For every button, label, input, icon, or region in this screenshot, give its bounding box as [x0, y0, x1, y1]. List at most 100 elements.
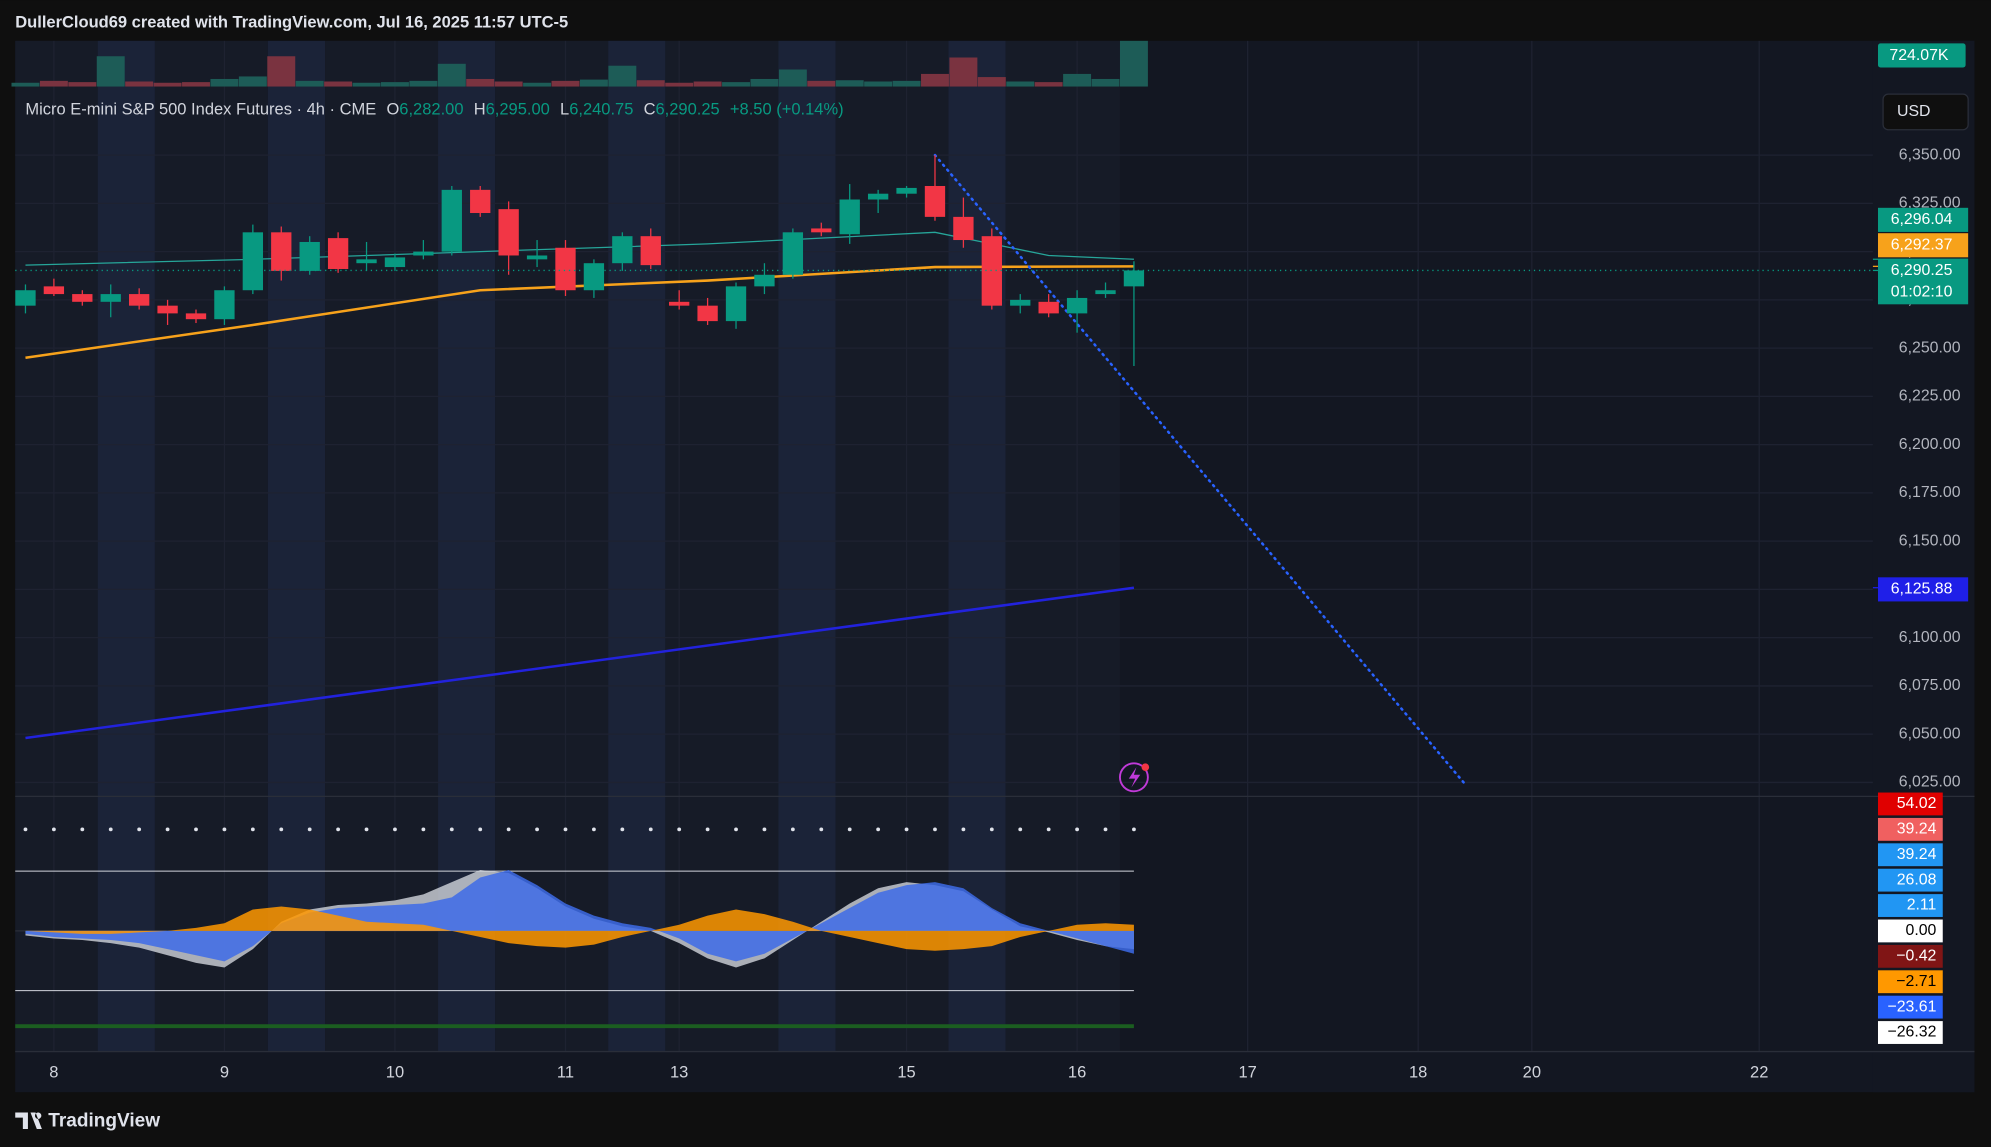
candle-body	[811, 228, 832, 233]
candle-body	[839, 199, 860, 235]
volume-bar	[96, 56, 125, 87]
session-band	[1005, 40, 1120, 1052]
y-tick-label: 6,100.00	[1899, 629, 1961, 646]
oscillator-label-box	[1877, 944, 1943, 968]
plot	[11, 40, 1873, 1052]
volume-bar	[380, 82, 409, 87]
candle-body	[1038, 301, 1059, 314]
price-label-text: 6,125.88	[1891, 581, 1953, 598]
volume-bar	[39, 80, 68, 87]
candle-body	[327, 238, 349, 269]
oscillator-label: 0.00	[1877, 919, 1943, 943]
signal-dot	[1075, 827, 1079, 832]
signal-dot	[393, 827, 397, 832]
signal-dot	[307, 827, 312, 832]
candle-body	[413, 251, 434, 256]
volume-bar	[1119, 40, 1148, 87]
oscillator-label: 26.08	[1877, 868, 1943, 892]
oscillator-label-text: −26.32	[1887, 1024, 1936, 1041]
signal-dot	[250, 827, 255, 832]
volume-bar	[125, 81, 154, 87]
volume-bar	[921, 73, 949, 87]
price-label: 6,292.37	[1872, 233, 1969, 267]
alert-icon[interactable]	[1118, 762, 1150, 793]
volume-bar	[551, 80, 580, 87]
candle-body	[15, 290, 36, 306]
volume-bar	[1091, 78, 1120, 87]
price-label-text: 6,296.04	[1891, 211, 1953, 228]
candle-body	[640, 236, 661, 266]
oscillator-label-box	[1877, 1021, 1943, 1044]
session-band	[154, 40, 268, 1052]
session-band	[608, 40, 666, 1052]
volume-bar	[608, 65, 637, 87]
oscillator-label: −2.71	[1877, 970, 1943, 994]
volume-label-text: 724.07K	[1889, 47, 1949, 64]
signal-dot	[51, 827, 56, 832]
session-band	[948, 40, 1006, 1052]
candle-body	[612, 236, 633, 264]
oscillator-label-text: 54.02	[1897, 795, 1937, 812]
oscillator-label-text: 0.00	[1906, 922, 1937, 939]
candle-body	[526, 255, 548, 260]
signal-dot	[620, 827, 625, 832]
price-label-box	[1877, 233, 1969, 258]
oscillator-label-box	[1877, 843, 1943, 867]
h-key: H	[474, 101, 486, 119]
oscillator-label: 54.02	[1877, 792, 1943, 816]
signal-dot	[1046, 827, 1051, 832]
candle-body	[1010, 299, 1031, 306]
x-tick-label: 8	[49, 1064, 58, 1082]
price-label-text: 6,290.25	[1891, 262, 1953, 279]
y-tick-label: 6,350.00	[1899, 146, 1961, 163]
signal-dot	[165, 827, 170, 832]
currency-label[interactable]: USD	[1897, 103, 1930, 120]
signal-dot	[819, 827, 824, 832]
candle-body	[1066, 297, 1088, 314]
signal-dot	[1018, 827, 1023, 832]
volume-bar	[68, 82, 97, 87]
candle-body	[583, 263, 605, 291]
oscillator-area	[25, 869, 1134, 962]
alert-circle[interactable]	[1118, 762, 1149, 793]
currency-button[interactable]: USD	[1882, 93, 1969, 131]
price-label-box	[1877, 577, 1969, 602]
candle-body	[271, 232, 292, 271]
alert-bolt	[1128, 767, 1141, 788]
oscillator-label-text: −23.61	[1887, 998, 1936, 1015]
candle-body	[157, 305, 178, 314]
oscillator-label-box	[1877, 817, 1943, 841]
symbol: Micro E-mini S&P 500 Index Futures · 4h …	[25, 101, 376, 119]
brand[interactable]: TradingView	[15, 1110, 160, 1131]
volume-bar	[210, 78, 239, 87]
candle-body	[1123, 270, 1145, 287]
session-band	[665, 40, 779, 1052]
brand-name[interactable]: TradingView	[48, 1110, 160, 1131]
candle-body	[754, 274, 775, 287]
y-tick-label: 6,025.00	[1899, 774, 1961, 791]
y-tick-label: 6,250.00	[1899, 339, 1961, 356]
volume-label-box	[1877, 43, 1966, 68]
currency-box[interactable]	[1882, 93, 1969, 131]
signal-dot	[108, 827, 113, 832]
signal-dot	[592, 827, 596, 832]
candle-body	[356, 259, 377, 264]
oscillator-label: 39.24	[1877, 843, 1943, 867]
volume-bar	[579, 79, 608, 87]
candle-body	[72, 294, 93, 302]
x-tick-label: 18	[1409, 1064, 1427, 1082]
candle-body	[470, 189, 491, 214]
signal-dot	[364, 827, 369, 832]
volume-bar	[722, 82, 750, 87]
signal-dot	[80, 827, 85, 832]
signal-dot	[648, 827, 653, 832]
candle-body	[128, 294, 150, 306]
x-tick-label: 13	[670, 1064, 688, 1082]
volume-bar	[835, 80, 864, 87]
y-tick-label: 6,150.00	[1899, 532, 1961, 549]
volume-bar	[182, 82, 210, 87]
header-title: DullerCloud69 created with TradingView.c…	[15, 13, 568, 31]
y-tick-label: 6,200.00	[1899, 436, 1961, 453]
candle-body	[725, 286, 747, 322]
